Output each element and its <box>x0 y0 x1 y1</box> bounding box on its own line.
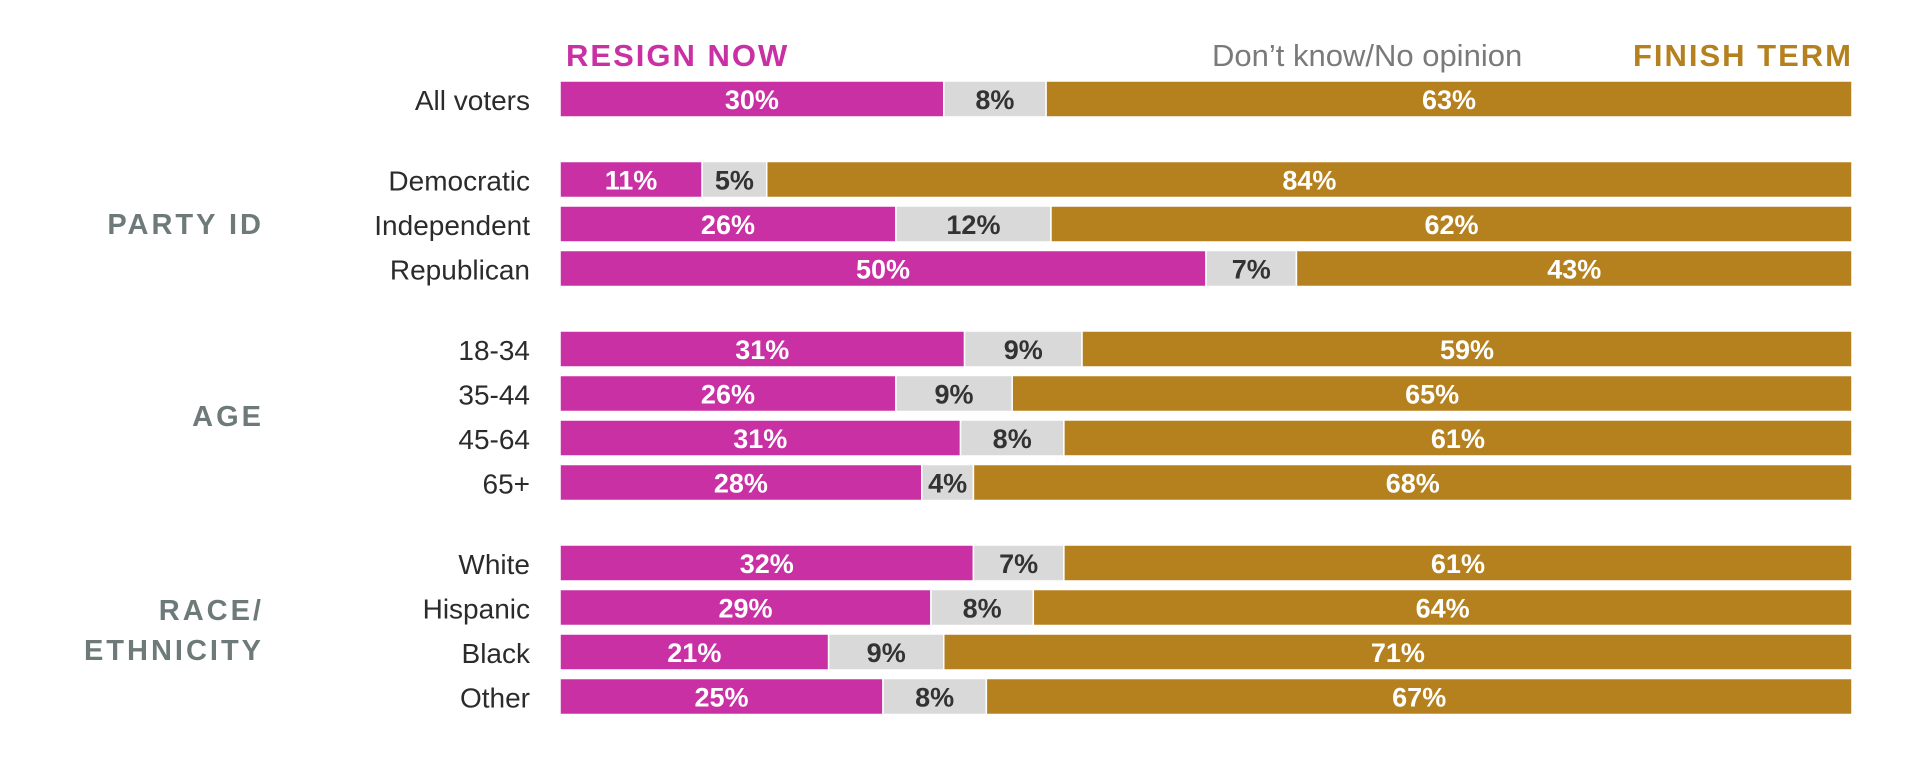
row-label-black: Black <box>462 638 531 669</box>
value-label-45-64-finish-term: 61% <box>1431 424 1485 454</box>
bar-democratic-resign-now <box>559 160 703 199</box>
bar-black-don-t-know-no-opinion <box>827 633 945 671</box>
value-label-35-44-don-t-know-no-opinion: 9% <box>935 380 974 410</box>
value-label-18-34-finish-term: 59% <box>1440 335 1494 365</box>
bar-democratic-finish-term <box>765 160 1853 199</box>
value-label-black-resign-now: 21% <box>667 638 721 668</box>
bar-white-don-t-know-no-opinion <box>972 544 1065 582</box>
row-label-35-44: 35-44 <box>458 380 530 411</box>
bar-all-voters-don-t-know-no-opinion <box>943 80 1047 118</box>
bar-65-finish-term <box>972 463 1853 502</box>
value-label-white-resign-now: 32% <box>740 549 794 579</box>
value-label-all-voters-resign-now: 30% <box>725 85 779 115</box>
bar-black-finish-term <box>943 633 1853 671</box>
legend-resign-now: RESIGN NOW <box>566 38 790 73</box>
bar-republican-finish-term <box>1295 249 1853 288</box>
row-label-democratic: Democratic <box>388 166 530 197</box>
value-label-black-don-t-know-no-opinion: 9% <box>867 638 906 668</box>
row-label-all-voters: All voters <box>415 85 530 116</box>
value-label-35-44-resign-now: 26% <box>701 380 755 410</box>
bar-45-64-finish-term <box>1063 419 1853 457</box>
bar-35-44-don-t-know-no-opinion <box>895 374 1013 413</box>
value-label-35-44-finish-term: 65% <box>1405 380 1459 410</box>
value-label-democratic-finish-term: 84% <box>1282 166 1336 196</box>
group-label-party-id: PARTY ID <box>107 209 264 241</box>
row-label-other: Other <box>460 683 530 714</box>
row-label-republican: Republican <box>390 255 530 286</box>
value-label-independent-finish-term: 62% <box>1424 210 1478 240</box>
legend-finish-term: FINISH TERM <box>1632 38 1853 73</box>
value-label-18-34-resign-now: 31% <box>735 335 789 365</box>
row-label-independent: Independent <box>374 210 530 241</box>
bar-independent-finish-term <box>1050 205 1853 243</box>
bar-white-resign-now <box>559 544 975 582</box>
value-label-hispanic-finish-term: 64% <box>1416 594 1470 624</box>
bar-independent-don-t-know-no-opinion <box>895 205 1052 243</box>
value-label-all-voters-finish-term: 63% <box>1422 85 1476 115</box>
value-label-all-voters-don-t-know-no-opinion: 8% <box>975 85 1014 115</box>
bar-other-resign-now <box>559 677 884 716</box>
row-label-45-64: 45-64 <box>458 424 530 455</box>
value-label-white-finish-term: 61% <box>1431 549 1485 579</box>
group-label-race-ethnicity-line-0: RACE/ <box>159 595 264 627</box>
group-label-age: AGE <box>192 401 264 433</box>
bar-35-44-finish-term <box>1011 374 1853 413</box>
value-label-democratic-resign-now: 11% <box>605 166 658 196</box>
bar-hispanic-resign-now <box>559 588 932 627</box>
value-label-hispanic-don-t-know-no-opinion: 8% <box>963 594 1002 624</box>
bar-65-resign-now <box>559 463 923 502</box>
value-label-65-don-t-know-no-opinion: 4% <box>928 469 967 499</box>
bar-independent-resign-now <box>559 205 897 243</box>
value-label-independent-don-t-know-no-opinion: 12% <box>946 210 1000 240</box>
bar-18-34-finish-term <box>1081 330 1853 368</box>
value-label-republican-resign-now: 50% <box>856 255 910 285</box>
value-label-republican-don-t-know-no-opinion: 7% <box>1232 255 1271 285</box>
value-label-other-finish-term: 67% <box>1392 683 1446 713</box>
group-label-race-ethnicity-line-1: ETHNICITY <box>84 635 264 667</box>
value-label-45-64-resign-now: 31% <box>733 424 787 454</box>
value-label-independent-resign-now: 26% <box>701 210 755 240</box>
bar-other-finish-term <box>985 677 1853 716</box>
legend-dont-know: Don’t know/No opinion <box>1212 38 1523 73</box>
value-label-other-don-t-know-no-opinion: 8% <box>915 683 954 713</box>
value-label-republican-finish-term: 43% <box>1547 255 1601 285</box>
bar-all-voters-finish-term <box>1045 80 1853 118</box>
value-label-18-34-don-t-know-no-opinion: 9% <box>1004 335 1043 365</box>
bar-hispanic-finish-term <box>1032 588 1853 627</box>
value-label-democratic-don-t-know-no-opinion: 5% <box>715 166 754 196</box>
bar-65-don-t-know-no-opinion <box>921 463 975 502</box>
value-label-black-finish-term: 71% <box>1371 638 1425 668</box>
row-label-65: 65+ <box>483 469 531 500</box>
bar-democratic-don-t-know-no-opinion <box>701 160 768 199</box>
bar-white-finish-term <box>1063 544 1853 582</box>
bar-45-64-resign-now <box>559 419 962 457</box>
value-label-white-don-t-know-no-opinion: 7% <box>999 549 1038 579</box>
value-label-65-resign-now: 28% <box>714 469 768 499</box>
bar-republican-don-t-know-no-opinion <box>1205 249 1298 288</box>
bar-35-44-resign-now <box>559 374 897 413</box>
value-label-other-resign-now: 25% <box>694 683 748 713</box>
bar-republican-resign-now <box>559 249 1207 288</box>
row-label-hispanic: Hispanic <box>423 594 530 625</box>
row-label-white: White <box>458 549 530 580</box>
bar-18-34-resign-now <box>559 330 966 368</box>
value-label-45-64-don-t-know-no-opinion: 8% <box>993 424 1032 454</box>
value-label-65-finish-term: 68% <box>1386 469 1440 499</box>
row-label-18-34: 18-34 <box>458 335 530 366</box>
value-label-hispanic-resign-now: 29% <box>718 594 772 624</box>
